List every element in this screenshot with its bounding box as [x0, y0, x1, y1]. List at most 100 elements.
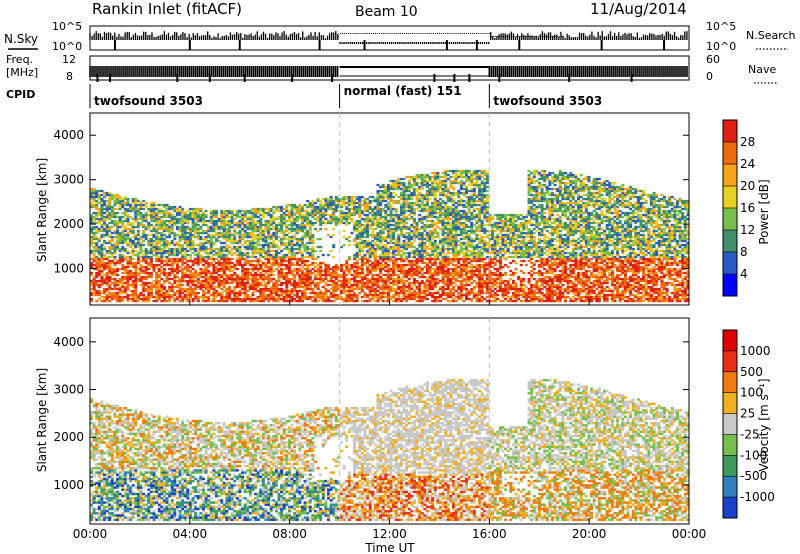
heatmap-cell: [376, 223, 380, 227]
heatmap-cell: [201, 297, 205, 301]
heatmap-cell: [246, 285, 250, 289]
heatmap-cell: [259, 217, 263, 221]
heatmap-cell: [108, 299, 112, 303]
heatmap-cell: [178, 225, 182, 229]
heatmap-cell: [326, 201, 330, 205]
heatmap-cell: [105, 207, 109, 211]
heatmap-cell: [251, 225, 255, 229]
heatmap-cell: [402, 291, 406, 295]
heatmap-cell: [233, 291, 237, 295]
heatmap-cell: [92, 191, 96, 195]
heatmap-cell: [337, 199, 341, 203]
heatmap-cell: [376, 295, 380, 299]
heatmap-cell: [116, 225, 120, 229]
heatmap-cell: [366, 251, 370, 255]
heatmap-cell: [173, 291, 177, 295]
heatmap-cell: [207, 281, 211, 285]
heatmap-cell: [134, 289, 138, 293]
heatmap-cell: [345, 283, 349, 287]
heatmap-cell: [241, 235, 245, 239]
heatmap-cell: [105, 283, 109, 287]
heatmap-cell: [116, 235, 120, 239]
heatmap-cell: [300, 227, 304, 231]
heatmap-cell: [165, 255, 169, 259]
heatmap-cell: [285, 205, 289, 209]
heatmap-cell: [142, 217, 146, 221]
heatmap-cell: [376, 231, 380, 235]
heatmap-cell: [175, 225, 179, 229]
heatmap-cell: [181, 277, 185, 281]
heatmap-cell: [399, 177, 403, 181]
heatmap-cell: [282, 273, 286, 277]
heatmap-cell: [337, 219, 341, 223]
heatmap-cell: [220, 295, 224, 299]
heatmap-cell: [319, 205, 323, 209]
heatmap-cell: [394, 277, 398, 281]
heatmap-cell: [259, 277, 263, 281]
heatmap-cell: [282, 237, 286, 241]
heatmap-cell: [384, 191, 388, 195]
heatmap-cell: [384, 213, 388, 217]
nsearch-dot: [490, 36, 492, 37]
heatmap-cell: [353, 207, 357, 211]
heatmap-cell: [272, 263, 276, 267]
heatmap-cell: [303, 271, 307, 275]
heatmap-cell: [342, 269, 346, 273]
heatmap-cell: [212, 211, 216, 215]
heatmap-cell: [160, 261, 164, 265]
heatmap-cell: [92, 217, 96, 221]
heatmap-cell: [97, 227, 101, 231]
heatmap-cell: [95, 189, 99, 193]
heatmap-cell: [123, 237, 127, 241]
heatmap-cell: [342, 271, 346, 275]
heatmap-cell: [353, 261, 357, 265]
heatmap-cell: [201, 267, 205, 271]
heatmap-cell: [100, 247, 104, 251]
heatmap-cell: [136, 229, 140, 233]
heatmap-cell: [280, 207, 284, 211]
heatmap-cell: [131, 285, 135, 289]
heatmap-cell: [225, 257, 229, 261]
heatmap-cell: [324, 287, 328, 291]
heatmap-cell: [264, 235, 268, 239]
heatmap-cell: [103, 195, 107, 199]
heatmap-cell: [256, 207, 260, 211]
heatmap-cell: [116, 199, 120, 203]
heatmap-cell: [175, 291, 179, 295]
heatmap-cell: [136, 259, 140, 263]
heatmap-cell: [131, 297, 135, 301]
heatmap-cell: [196, 209, 200, 213]
heatmap-cell: [353, 263, 357, 267]
heatmap-cell: [402, 297, 406, 301]
heatmap-cell: [324, 221, 328, 225]
heatmap-cell: [277, 207, 281, 211]
heatmap-cell: [238, 209, 242, 213]
heatmap-cell: [243, 289, 247, 293]
heatmap-cell: [334, 221, 338, 225]
heatmap-cell: [230, 279, 234, 283]
heatmap-cell: [131, 221, 135, 225]
heatmap-cell: [243, 245, 247, 249]
heatmap-cell: [238, 283, 242, 287]
heatmap-cell: [347, 255, 351, 259]
heatmap-cell: [373, 235, 377, 239]
heatmap-cell: [337, 287, 341, 291]
heatmap-cell: [371, 267, 375, 271]
heatmap-cell: [178, 237, 182, 241]
heatmap-cell: [90, 287, 94, 291]
heatmap-cell: [254, 255, 258, 259]
heatmap-cell: [155, 291, 159, 295]
heatmap-cell: [386, 287, 390, 291]
heatmap-cell: [204, 277, 208, 281]
heatmap-cell: [254, 215, 258, 219]
heatmap-cell: [103, 247, 107, 251]
heatmap-cell: [394, 245, 398, 249]
heatmap-cell: [95, 221, 99, 225]
heatmap-cell: [373, 251, 377, 255]
heatmap-cell: [207, 297, 211, 301]
heatmap-cell: [264, 229, 268, 233]
heatmap-cell: [238, 225, 242, 229]
heatmap-cell: [105, 299, 109, 303]
heatmap-cell: [220, 257, 224, 261]
heatmap-cell: [298, 299, 302, 303]
